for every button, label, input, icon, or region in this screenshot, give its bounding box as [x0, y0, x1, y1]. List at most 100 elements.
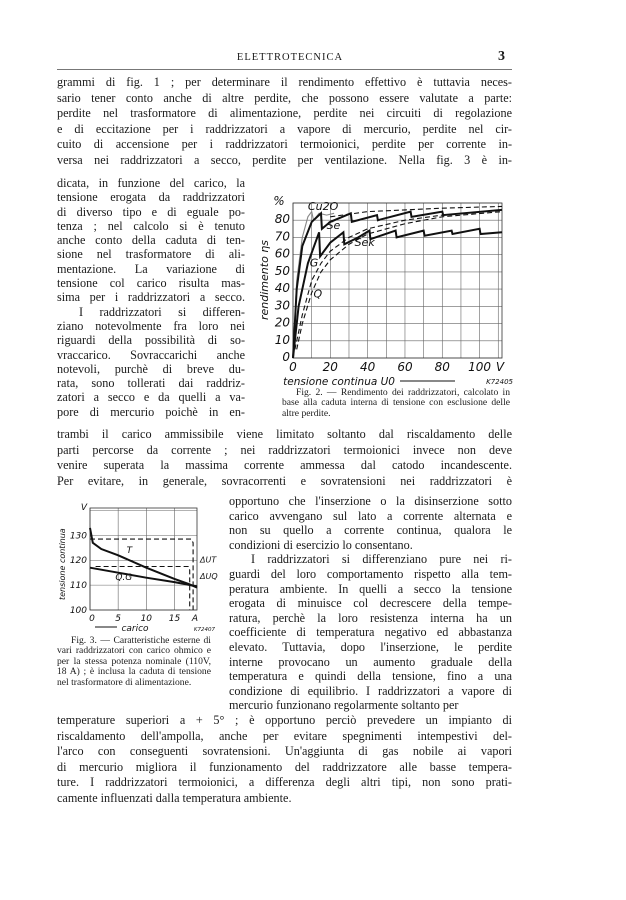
series-line-se: [292, 208, 503, 359]
y-tick-label: 20: [275, 316, 291, 330]
y-tick-label: 40: [275, 281, 291, 295]
figure-2-caption-label: Fig. 2. —: [296, 387, 337, 398]
y-unit-label: %: [273, 194, 284, 208]
delta-uq-label: ΔUQ: [199, 572, 218, 581]
plot-frame: [292, 202, 503, 359]
series-label-qg: Q.G: [115, 573, 132, 583]
text-line: zatori a secco e da quelli a va-: [57, 390, 245, 405]
text-line: camente influenzati dalla temperatura am…: [57, 790, 292, 805]
text-line: mentazione. La variazione di: [57, 261, 245, 276]
text-line: sario tener conto anche di altre perdite…: [57, 90, 512, 105]
text-line: interne provocano un aumento graduale de…: [229, 654, 512, 669]
text-line: venire superata la massima corrente amme…: [57, 458, 512, 473]
text-line: condizione di equilibrio. I raddrizzator…: [229, 683, 512, 698]
paragraph-block-d: opportuno che l'inserzione o la disinser…: [229, 494, 512, 713]
running-title: ELETTROTECNICA: [236, 52, 344, 63]
y-tick-label: 80: [275, 212, 291, 226]
x-unit-label: V: [496, 360, 505, 374]
plate-code: K72405: [486, 378, 513, 386]
text-line: elevato. Tuttavia, dopo l'inserzione, le…: [229, 639, 512, 654]
paragraph-block-a: grammi di fig. 1 ; per determinare il re…: [57, 75, 512, 169]
series-label-cu2o: Cu2O: [308, 200, 339, 213]
page-number: 3: [498, 49, 506, 64]
paragraph-block-e: temperature superiori a + 5° ; è opportu…: [57, 713, 512, 807]
series-label-t: T: [127, 546, 134, 556]
text-line: dicata, in funzione del carico, la: [57, 176, 245, 190]
paragraph-block-c: trambi il carico ammissibile viene limit…: [57, 427, 512, 489]
text-line: di diverso tipo e di eguale po-: [57, 204, 245, 219]
x-tick-label: 10: [141, 614, 153, 624]
figure-2-caption-text: Rendimento dei raddrizzatori, calcolato …: [282, 387, 510, 419]
text-line: carico avvengano sul lato a corrente alt…: [229, 508, 512, 523]
x-tick-label: 100: [468, 360, 491, 374]
text-line: I raddrizzatori si differenziano pure ne…: [251, 552, 512, 567]
series-line-qg: [89, 566, 198, 588]
x-tick-label: 5: [115, 614, 121, 624]
text-line: ratura, perchè la loro resistenza intern…: [229, 610, 512, 625]
x-tick-label: 0: [289, 360, 297, 374]
text-line: perdite nel trasformatore di alimentazio…: [57, 106, 512, 121]
text-line: peratura ambiente. In quelli a secco la …: [229, 581, 512, 596]
figure-3-caption-text: Caratteristiche esterne di vari raddrizz…: [57, 635, 211, 688]
x-unit-label: A: [191, 614, 198, 624]
paragraph-block-b: dicata, in funzione del carico, la tensio…: [57, 176, 245, 419]
y-tick-label: 70: [275, 229, 291, 243]
text-line: rata, sono tollerati dai raddriz-: [57, 376, 245, 391]
series-line-sek: [292, 227, 503, 359]
figure-2-efficiency-chart: 0 20 40 60 80 100 0 10 20 30 40 50 60 70 80 V% Cu2O Se Sek…: [258, 194, 514, 387]
text-line: di mercurio migliora il funzionamento de…: [57, 759, 512, 774]
text-line: riscaldamento dell'ampolla, anche per ev…: [57, 728, 512, 743]
plot-frame: [89, 507, 198, 611]
text-line: condizioni di esercizio lo consentano.: [229, 537, 413, 552]
series-line-dashed-2: [90, 538, 194, 610]
series-line-dashed-3: [95, 565, 191, 610]
plate-code: K72407: [194, 627, 216, 633]
text-line: temperatura e quindi della tensione, fin…: [229, 669, 512, 684]
text-line: parti percorse da corrente ; nei raddriz…: [57, 442, 512, 457]
text-line: tenza ; nel calcolo si è tenuto: [57, 218, 245, 233]
text-line: sima per i raddrizzatori a secco.: [57, 290, 245, 305]
text-line: coefficiente di temperatura negativo ed …: [229, 625, 512, 640]
text-line: guardi del loro comportamento rispetto a…: [229, 566, 512, 581]
x-axis-title: tensione continua U0: [283, 376, 395, 387]
y-tick-label: 60: [275, 247, 291, 261]
x-tick-label: 60: [397, 360, 413, 374]
y-tick-label: 100: [70, 606, 87, 616]
text-line: I raddrizzatori si differen-: [79, 304, 245, 319]
text-line: e di eccitazione per i raddrizzatori a v…: [57, 121, 512, 136]
y-tick-label: 120: [70, 556, 87, 566]
series-label-q: Q: [314, 288, 323, 301]
series-label-g: G: [310, 257, 319, 270]
x-tick-label: 0: [89, 614, 95, 624]
text-line: erogata di minuisce col decrescere della…: [229, 596, 512, 611]
text-line: opportuno che l'inserzione o la disinser…: [229, 494, 512, 508]
text-line: temperature superiori a + 5° ; è opportu…: [57, 713, 512, 727]
x-tick-label: 40: [360, 360, 376, 374]
series-line-t: [89, 527, 198, 589]
series-line-dashed-5: [330, 205, 503, 218]
series-label-sek: Sek: [355, 236, 376, 249]
text-line: tensione col carico risulta mas-: [57, 276, 245, 291]
text-line: tensione erogata da raddrizzatori: [57, 190, 245, 205]
y-tick-label: 30: [275, 298, 291, 312]
series-line-q: [296, 211, 503, 350]
text-line: l'arco con conseguenti sovratensioni. Un…: [57, 744, 512, 759]
series-label-se: Se: [327, 219, 341, 232]
figure-3-caption-label: Fig. 3. —: [71, 635, 110, 646]
y-tick-label: 130: [70, 531, 87, 541]
text-line: Per evitare, in generale, sovracorrenti …: [57, 473, 512, 488]
text-line: cuito di accensione per i raddrizzatori …: [57, 137, 512, 152]
y-tick-label: 110: [70, 581, 87, 591]
text-line: vraccarico. Sovraccarichi anche: [57, 347, 245, 362]
text-line: riguardi della possibilità di so-: [57, 333, 245, 348]
x-axis-title: carico: [121, 624, 149, 633]
figure-2-caption: Fig. 2. — Rendimento dei raddrizzatori, …: [282, 387, 510, 419]
y-tick-label: 0: [282, 350, 290, 364]
y-axis-title: tensione continua: [58, 528, 67, 600]
text-line: sione nel trasformatore di ali-: [57, 247, 245, 262]
y-unit-label: V: [81, 503, 88, 513]
x-tick-label: 15: [169, 614, 181, 624]
text-line: ture. I raddrizzatori termoionici, a dif…: [57, 775, 512, 790]
text-line: trambi il carico ammissibile viene limit…: [57, 427, 512, 441]
delta-ut-label: ΔUT: [199, 556, 217, 565]
